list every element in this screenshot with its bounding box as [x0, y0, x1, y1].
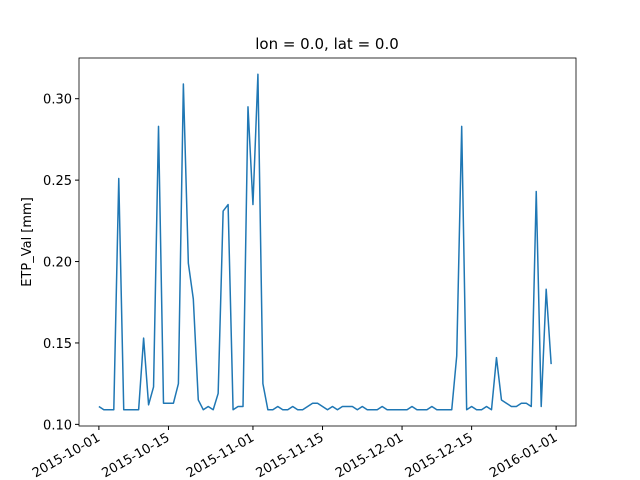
y-axis-label: ETP_Val [mm] — [20, 197, 35, 287]
chart-title: lon = 0.0, lat = 0.0 — [255, 35, 399, 53]
y-tick-label: 0.30 — [43, 93, 72, 108]
y-tick-label: 0.15 — [43, 337, 72, 352]
plot-frame — [78, 57, 577, 427]
y-tick-label: 0.20 — [43, 256, 72, 271]
y-tick-label: 0.10 — [43, 418, 72, 433]
line-series — [98, 73, 552, 411]
y-tick-label: 0.25 — [43, 174, 72, 189]
